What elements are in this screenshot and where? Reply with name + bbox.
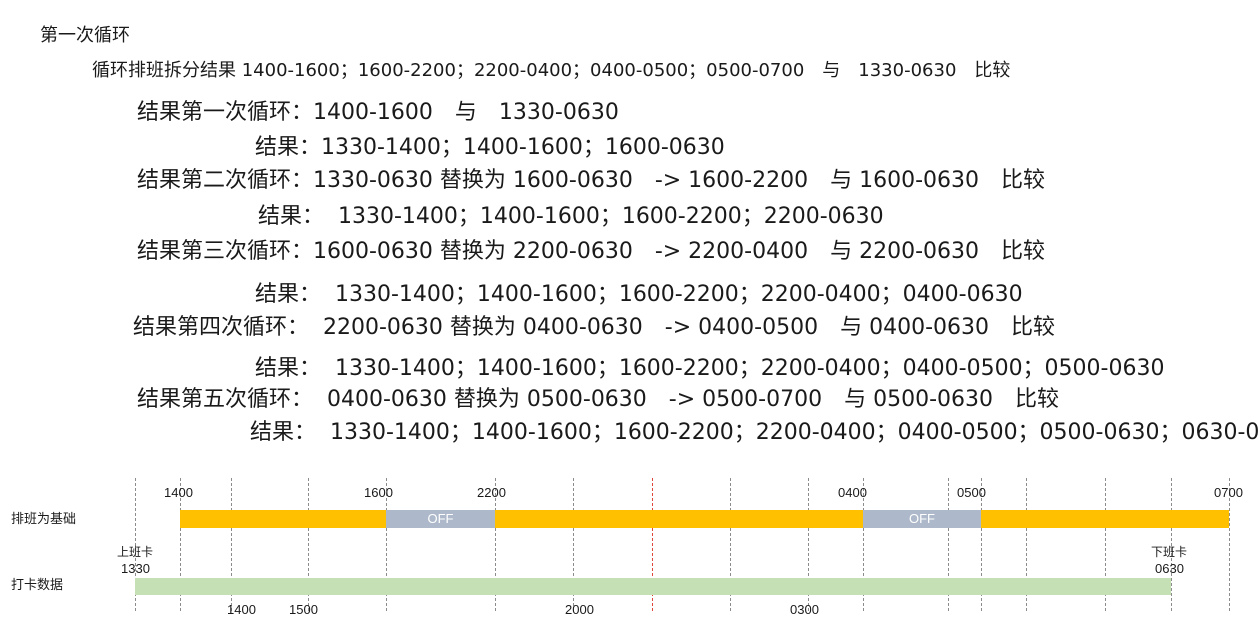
guide-line bbox=[863, 478, 864, 611]
page-title: 第一次循环 bbox=[40, 25, 130, 46]
split-result-line: 循环排班拆分结果 1400-1600；1600-2200；2200-0400；0… bbox=[92, 60, 1011, 81]
guide-line bbox=[981, 478, 982, 611]
bottom-tick-label: 1500 bbox=[289, 602, 318, 617]
guide-line bbox=[808, 478, 809, 611]
guide-line bbox=[948, 478, 949, 611]
guide-line bbox=[180, 478, 181, 611]
guide-line bbox=[386, 478, 387, 611]
step-4-result: 结果： 1330-1400；1400-1600；1600-2200；2200-0… bbox=[255, 356, 1165, 381]
bottom-tick-label: 0300 bbox=[790, 602, 819, 617]
schedule-bar: OFF OFF bbox=[180, 510, 1229, 528]
step-3-result: 结果： 1330-1400；1400-1600；1600-2200；2200-0… bbox=[255, 282, 1023, 307]
guide-line bbox=[308, 478, 309, 611]
step-5-result: 结果： 1330-1400；1400-1600；1600-2200；2200-0… bbox=[250, 420, 1258, 445]
step-2-round: 结果第二次循环：1330-0630 替换为 1600-0630 -> 1600-… bbox=[137, 168, 1046, 193]
midnight-line bbox=[652, 478, 653, 611]
step-3-round: 结果第三次循环：1600-0630 替换为 2200-0630 -> 2200-… bbox=[137, 239, 1046, 264]
step-1-round: 结果第一次循环：1400-1600 与 1330-0630 bbox=[137, 100, 619, 125]
step-5-round: 结果第五次循环： 0400-0630 替换为 0500-0630 -> 0500… bbox=[137, 387, 1059, 412]
tick-label: 0500 bbox=[957, 485, 986, 500]
off-label: OFF bbox=[909, 511, 935, 526]
punch-row-label: 打卡数据 bbox=[11, 578, 64, 593]
off-label: OFF bbox=[427, 511, 454, 526]
guide-line bbox=[573, 478, 574, 611]
off-segment: OFF bbox=[863, 510, 981, 528]
tick-label: 1400 bbox=[164, 485, 193, 500]
bottom-tick-label: 1400 bbox=[227, 602, 256, 617]
tick-label: 2200 bbox=[477, 485, 506, 500]
step-4-round: 结果第四次循环： 2200-0630 替换为 0400-0630 -> 0400… bbox=[133, 315, 1055, 340]
clock-out-time: 0630 bbox=[1155, 561, 1184, 576]
guide-line bbox=[231, 478, 232, 611]
guide-line bbox=[1105, 478, 1106, 611]
guide-line bbox=[1026, 478, 1027, 611]
clock-in-time: 1330 bbox=[121, 561, 150, 576]
bottom-tick-label: 2000 bbox=[565, 602, 594, 617]
schedule-row-label: 排班为基础 bbox=[11, 512, 77, 527]
step-2-result: 结果： 1330-1400；1400-1600；1600-2200；2200-0… bbox=[258, 204, 884, 229]
clock-in-label: 上班卡 bbox=[117, 545, 154, 559]
tick-label: 0700 bbox=[1214, 485, 1243, 500]
guide-line bbox=[730, 478, 731, 611]
tick-label: 1600 bbox=[364, 485, 393, 500]
punch-bar bbox=[135, 578, 1171, 595]
clock-out-label: 下班卡 bbox=[1151, 545, 1188, 559]
step-1-result: 结果：1330-1400；1400-1600；1600-0630 bbox=[255, 135, 725, 160]
tick-label: 0400 bbox=[838, 485, 867, 500]
guide-line bbox=[135, 478, 136, 611]
guide-line bbox=[1171, 478, 1172, 611]
guide-line bbox=[1229, 478, 1230, 611]
guide-line bbox=[495, 478, 496, 611]
off-segment: OFF bbox=[386, 510, 495, 528]
